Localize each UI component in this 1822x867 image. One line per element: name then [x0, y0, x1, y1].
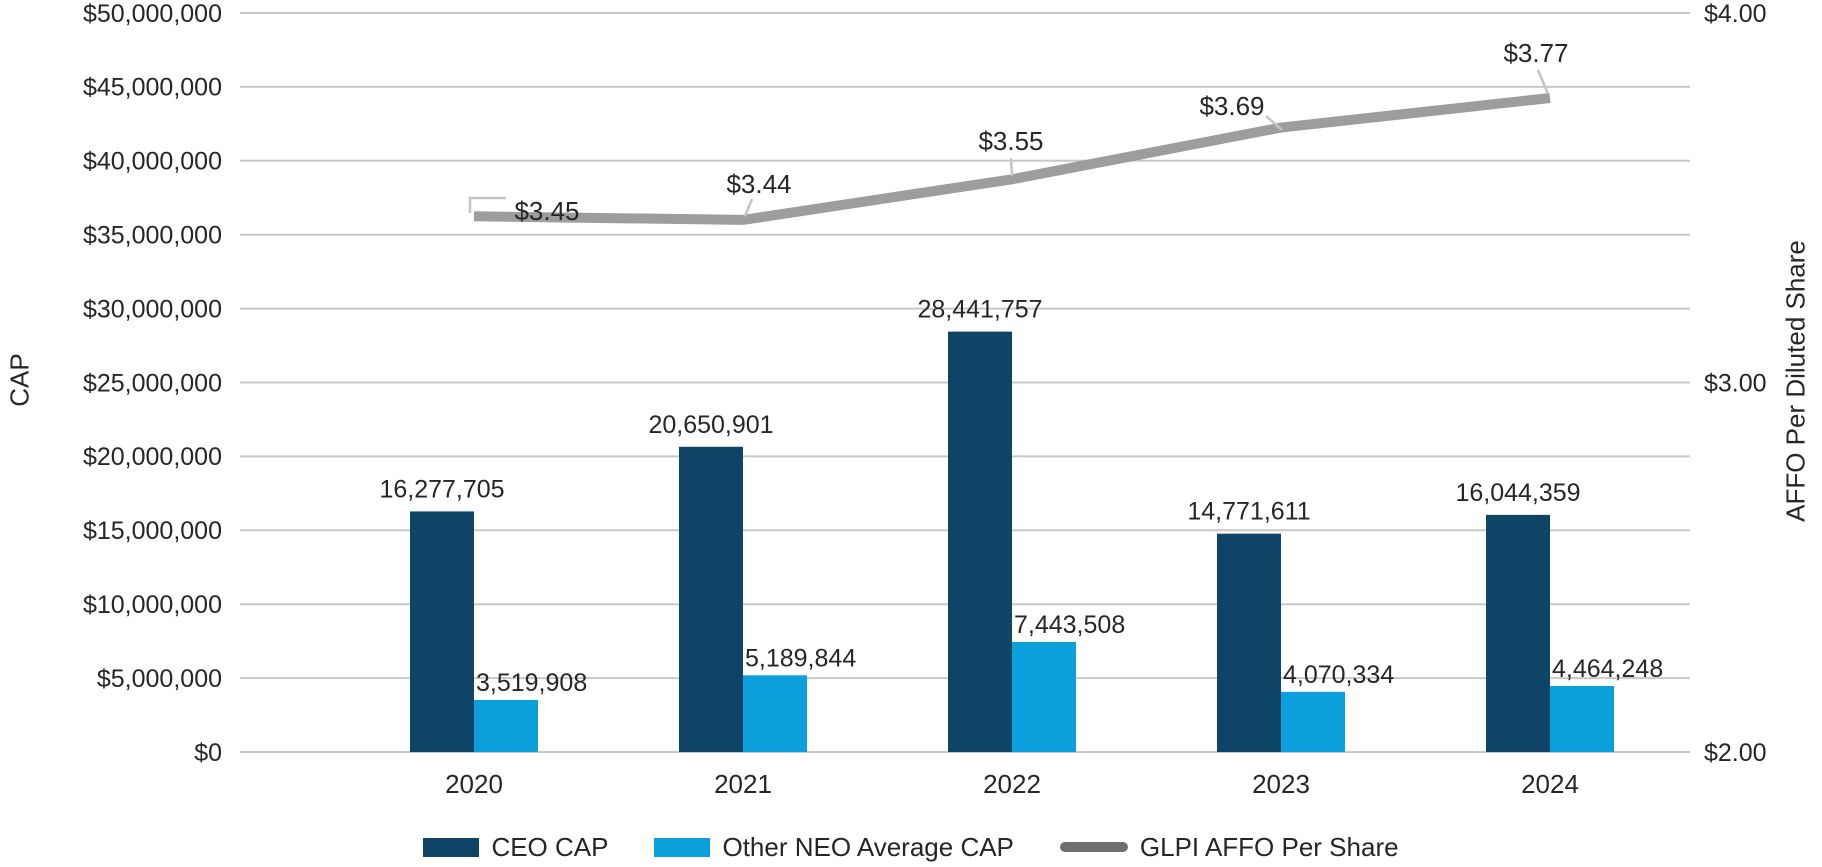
bar-label-other-neo-cap: 5,189,844	[745, 644, 856, 672]
affo-per-share-line	[473, 93, 1551, 225]
left-axis-tick-label: $25,000,000	[83, 369, 222, 397]
legend-label-other-neo-cap: Other NEO Average CAP	[722, 831, 1014, 862]
bar-ceo-cap	[410, 511, 474, 752]
legend-label-affo-line: GLPI AFFO Per Share	[1139, 831, 1399, 862]
bar-other-neo-cap	[743, 675, 807, 752]
bar-other-neo-cap	[1550, 686, 1614, 752]
line-label-affo: $3.77	[1503, 38, 1568, 68]
bar-label-other-neo-cap: 3,519,908	[476, 669, 587, 697]
data-label-leader-line	[743, 198, 754, 217]
chart-legend: CEO CAP Other NEO Average CAP GLPI AFFO …	[0, 831, 1822, 863]
legend-item-ceo-cap: CEO CAP	[423, 832, 608, 863]
left-axis-tick-label: $40,000,000	[83, 148, 222, 176]
bar-other-neo-cap	[1012, 641, 1076, 752]
line-label-affo: $3.45	[514, 196, 579, 226]
right-axis-tick-label: $3.00	[1704, 369, 1767, 397]
right-axis-title: AFFO Per Diluted Share	[1780, 240, 1811, 522]
bar-ceo-cap	[1217, 533, 1281, 752]
bar-ceo-cap	[1486, 514, 1550, 752]
legend-swatch-other-neo-cap	[654, 837, 711, 857]
x-axis-year-label: 2023	[1252, 769, 1310, 799]
line-label-affo: $3.69	[1199, 91, 1264, 121]
left-axis-title: CAP	[4, 353, 35, 407]
bar-other-neo-cap	[474, 699, 538, 752]
left-axis-tick-label: $10,000,000	[83, 591, 222, 619]
bar-label-other-neo-cap: 4,070,334	[1283, 661, 1394, 689]
bar-ceo-cap	[948, 331, 1012, 752]
data-label-leader-line	[468, 196, 506, 213]
x-axis-year-label: 2024	[1521, 769, 1579, 799]
legend-label-ceo-cap: CEO CAP	[491, 831, 609, 862]
x-axis-year-label: 2021	[714, 769, 772, 799]
line-label-affo: $3.55	[978, 126, 1043, 156]
left-axis-tick-label: $45,000,000	[83, 74, 222, 102]
left-axis-tick-label: $5,000,000	[97, 665, 222, 693]
right-axis-tick-label: $2.00	[1704, 739, 1767, 767]
left-axis-tick-label: $50,000,000	[83, 0, 222, 28]
left-axis-tick-label: $15,000,000	[83, 517, 222, 545]
bar-label-other-neo-cap: 4,464,248	[1552, 655, 1663, 683]
left-axis-tick-label: $20,000,000	[83, 443, 222, 471]
data-label-leader-line	[1536, 69, 1550, 95]
data-label-leader-line	[1265, 115, 1283, 131]
bar-other-neo-cap	[1281, 691, 1345, 752]
left-axis-tick-label: $35,000,000	[83, 221, 222, 249]
right-axis-tick-label: $4.00	[1704, 0, 1767, 28]
data-label-leader-line	[1009, 157, 1014, 177]
bar-label-ceo-cap: 14,771,611	[1187, 498, 1310, 526]
bar-label-ceo-cap: 16,277,705	[379, 475, 504, 503]
legend-swatch-ceo-cap	[423, 837, 480, 857]
x-axis-year-label: 2022	[983, 769, 1041, 799]
bar-label-ceo-cap: 20,650,901	[648, 411, 773, 439]
x-axis-year-label: 2020	[445, 769, 503, 799]
legend-item-other-neo-cap: Other NEO Average CAP	[654, 831, 1014, 863]
line-label-affo: $3.44	[726, 169, 791, 199]
bar-label-ceo-cap: 28,441,757	[917, 296, 1042, 324]
bar-label-other-neo-cap: 7,443,508	[1014, 611, 1125, 639]
legend-item-affo-line: GLPI AFFO Per Share	[1059, 831, 1399, 863]
legend-swatch-affo-line	[1059, 842, 1128, 852]
bar-ceo-cap	[679, 446, 743, 752]
bar-label-ceo-cap: 16,044,359	[1455, 479, 1580, 507]
left-axis-tick-label: $30,000,000	[83, 295, 222, 323]
left-axis-tick-label: $0	[194, 739, 222, 767]
